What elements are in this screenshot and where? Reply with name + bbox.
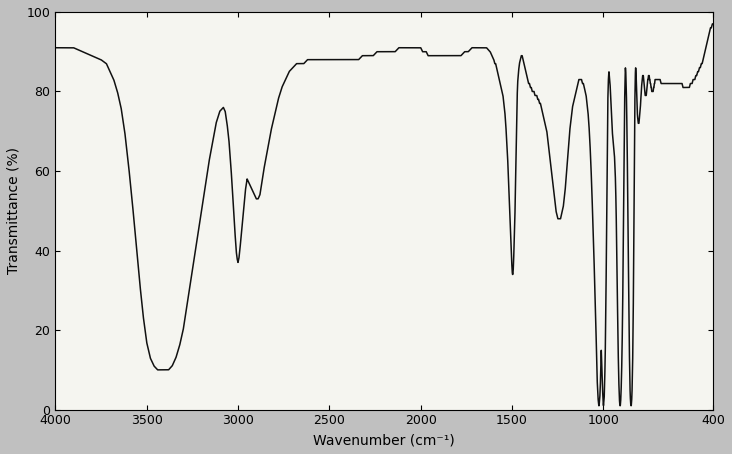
Y-axis label: Transmittance (%): Transmittance (%) — [7, 147, 21, 274]
X-axis label: Wavenumber (cm⁻¹): Wavenumber (cm⁻¹) — [313, 433, 455, 447]
